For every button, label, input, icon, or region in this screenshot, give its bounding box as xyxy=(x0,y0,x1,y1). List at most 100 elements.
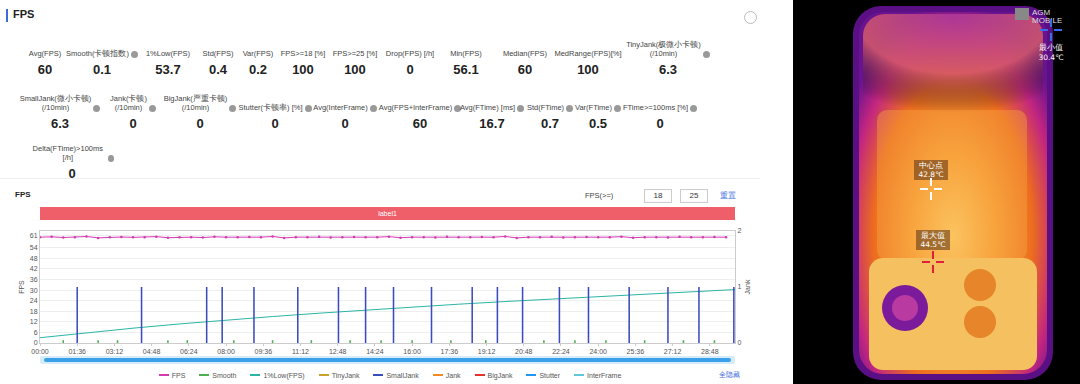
svg-text:61: 61 xyxy=(30,232,38,239)
html-text:FTime>=100ms [%]: FTime>=100ms [%] xyxy=(622,103,689,112)
html-text:TinyJank: TinyJank xyxy=(331,371,360,379)
html-text:0: 0 xyxy=(196,116,204,131)
html-text:SmallJank(微小卡顿) (/10min): SmallJank(微小卡顿) (/10min) xyxy=(19,94,92,112)
svg-text:24:00: 24:00 xyxy=(589,348,607,355)
html-text:FPS: FPS xyxy=(13,8,35,20)
svg-text:42: 42 xyxy=(30,265,38,272)
svg-text:Jank: Jank xyxy=(744,279,751,294)
html-text:0: 0 xyxy=(271,116,279,131)
svg-text:中心点: 中心点 xyxy=(919,161,943,170)
html-text:25: 25 xyxy=(689,191,699,200)
html-text:100: 100 xyxy=(344,62,366,77)
html-text:1%Low(FPS): 1%Low(FPS) xyxy=(263,371,305,379)
svg-text:12: 12 xyxy=(30,318,38,325)
svg-text:00:00: 00:00 xyxy=(31,348,49,355)
svg-text:54: 54 xyxy=(30,244,38,251)
svg-text:16:00: 16:00 xyxy=(403,348,421,355)
html-text:重置: 重置 xyxy=(720,191,736,200)
html-text:Drop(FPS) [/h]: Drop(FPS) [/h] xyxy=(385,49,435,58)
html-text:Avg(FPS+InterFrame): Avg(FPS+InterFrame) xyxy=(378,103,453,112)
html-text:0: 0 xyxy=(129,116,137,131)
html-text:Smooth(卡顿指数): Smooth(卡顿指数) xyxy=(66,49,129,58)
svg-text:30.4℃: 30.4℃ xyxy=(1038,53,1063,62)
svg-text:25:36: 25:36 xyxy=(627,348,645,355)
html-text:Stutter(卡顿率) [%]: Stutter(卡顿率) [%] xyxy=(238,103,303,112)
svg-text:最大值: 最大值 xyxy=(921,231,945,240)
html-text:6.3: 6.3 xyxy=(51,116,69,131)
svg-text:22:24: 22:24 xyxy=(552,348,570,355)
html-text:0: 0 xyxy=(68,166,76,181)
html-text:100: 100 xyxy=(292,62,314,77)
svg-text:AGM: AGM xyxy=(1032,8,1051,17)
svg-text:20:48: 20:48 xyxy=(515,348,533,355)
svg-text:2: 2 xyxy=(737,227,741,234)
html-text:0: 0 xyxy=(341,116,349,131)
html-text:FPS(>=): FPS(>=) xyxy=(585,191,614,200)
html-text:SmallJank: SmallJank xyxy=(386,371,419,379)
html-text:100: 100 xyxy=(577,62,599,77)
html-text:18: 18 xyxy=(653,191,663,200)
html-text:Std(FPS): Std(FPS) xyxy=(202,49,234,58)
html-text:0.1: 0.1 xyxy=(93,62,111,77)
svg-text:0: 0 xyxy=(737,339,741,346)
svg-text:48: 48 xyxy=(30,255,38,262)
html-text:53.7: 53.7 xyxy=(155,62,181,77)
svg-text:08:00: 08:00 xyxy=(217,348,235,355)
html-text:60: 60 xyxy=(517,62,533,77)
svg-text:01:36: 01:36 xyxy=(68,348,86,355)
html-text:FPS: FPS xyxy=(171,371,186,379)
svg-text:36: 36 xyxy=(30,276,38,283)
svg-text:24: 24 xyxy=(30,297,38,304)
html-text:1%Low(FPS): 1%Low(FPS) xyxy=(145,49,191,58)
html-text:16.7: 16.7 xyxy=(479,116,505,131)
html-text:60: 60 xyxy=(412,116,428,131)
html-text:Avg(FPS): Avg(FPS) xyxy=(28,49,62,58)
svg-text:27:12: 27:12 xyxy=(664,348,682,355)
svg-text:09:36: 09:36 xyxy=(255,348,273,355)
html-text:MedRange(FPS)[%]: MedRange(FPS)[%] xyxy=(554,49,622,58)
svg-text:04:48: 04:48 xyxy=(143,348,161,355)
html-text:Avg(InterFrame): Avg(InterFrame) xyxy=(313,103,368,112)
html-text:0.4: 0.4 xyxy=(209,62,227,77)
svg-text:18: 18 xyxy=(30,308,38,315)
html-text:56.1: 56.1 xyxy=(453,62,479,77)
svg-text:28:48: 28:48 xyxy=(701,348,719,355)
html-text:0.5: 0.5 xyxy=(589,116,607,131)
svg-text:06:24: 06:24 xyxy=(180,348,198,355)
svg-text:17:36: 17:36 xyxy=(441,348,459,355)
svg-text:03:12: 03:12 xyxy=(106,348,124,355)
svg-text:MOBILE: MOBILE xyxy=(1032,16,1062,25)
html-text:Var(FTime): Var(FTime) xyxy=(575,103,612,112)
svg-text:FPS: FPS xyxy=(18,280,25,294)
svg-text:14:24: 14:24 xyxy=(366,348,384,355)
svg-text:6: 6 xyxy=(34,329,38,336)
svg-text:0: 0 xyxy=(34,339,38,346)
html-text:Jank(卡顿) (/10min): Jank(卡顿) (/10min) xyxy=(110,94,147,112)
html-text:0.2: 0.2 xyxy=(249,62,267,77)
html-text:FPS: FPS xyxy=(15,190,31,199)
svg-text:1: 1 xyxy=(737,283,741,290)
html-text:TinyJank(极微小卡顿) (/10min): TinyJank(极微小卡顿) (/10min) xyxy=(626,40,701,58)
html-text:Std(FTime): Std(FTime) xyxy=(526,103,565,112)
html-text:6.3: 6.3 xyxy=(659,62,677,77)
html-text:Delta(FTime)>100ms [/h]: Delta(FTime)>100ms [/h] xyxy=(32,144,103,162)
svg-text:最小值: 最小值 xyxy=(1039,43,1063,52)
html-text:0: 0 xyxy=(656,116,664,131)
html-text:Var(FPS): Var(FPS) xyxy=(242,49,274,58)
html-text:Avg(FTime) [ms]: Avg(FTime) [ms] xyxy=(460,103,515,112)
html-text:Smooth: Smooth xyxy=(212,371,237,379)
svg-text:42.8℃: 42.8℃ xyxy=(918,170,943,179)
html-text:0: 0 xyxy=(406,62,414,77)
html-text:Min(FPS): Min(FPS) xyxy=(450,49,482,58)
svg-text:11:12: 11:12 xyxy=(292,348,309,355)
html-text:BigJank(严重卡顿) (/10min): BigJank(严重卡顿) (/10min) xyxy=(163,94,228,112)
html-text:FPS>=18 [%]: FPS>=18 [%] xyxy=(280,49,326,58)
html-text:60: 60 xyxy=(37,62,53,77)
svg-text:12:48: 12:48 xyxy=(329,348,347,355)
html-text:FPS>=25 [%]: FPS>=25 [%] xyxy=(332,49,378,58)
html-text:0.7: 0.7 xyxy=(541,116,559,131)
html-text:Median(FPS): Median(FPS) xyxy=(502,49,548,58)
svg-text:44.5℃: 44.5℃ xyxy=(920,240,945,249)
svg-text:19:12: 19:12 xyxy=(478,348,496,355)
svg-text:30: 30 xyxy=(30,287,38,294)
